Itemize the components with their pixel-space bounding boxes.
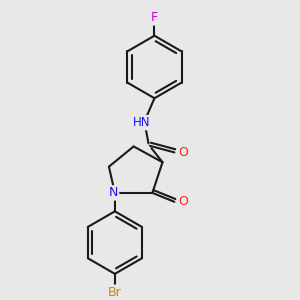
Text: N: N xyxy=(109,186,118,200)
Text: Br: Br xyxy=(108,286,122,299)
Text: HN: HN xyxy=(133,116,150,129)
Text: F: F xyxy=(151,11,158,24)
Text: O: O xyxy=(178,146,188,159)
Text: O: O xyxy=(178,195,188,208)
